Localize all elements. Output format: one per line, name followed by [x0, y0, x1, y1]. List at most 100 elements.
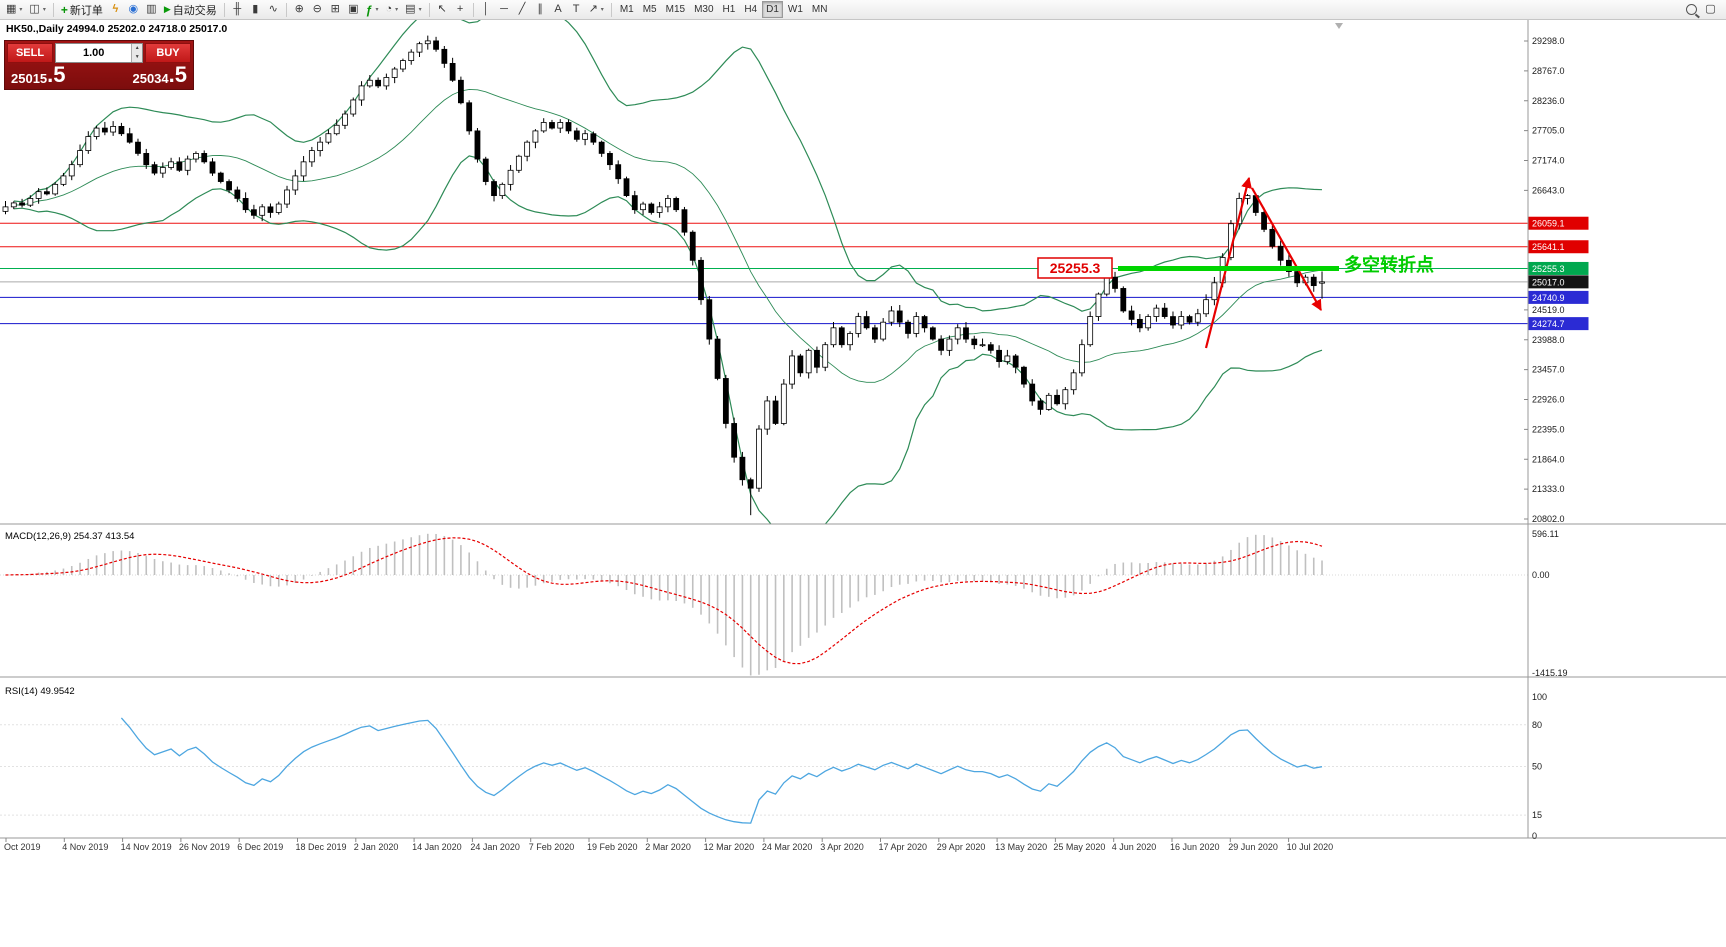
text-label-button[interactable]: T [568, 1, 585, 18]
new-chart-button[interactable]: ▦ ▾ [3, 1, 25, 18]
cursor-button[interactable]: ↖ [434, 1, 451, 18]
sell-button[interactable]: SELL [7, 43, 53, 63]
svg-text:13 May 2020: 13 May 2020 [995, 842, 1047, 852]
svg-text:22395.0: 22395.0 [1532, 424, 1565, 434]
text-button[interactable]: A [550, 1, 567, 18]
svg-text:26 Nov 2019: 26 Nov 2019 [179, 842, 230, 852]
market-watch-button[interactable]: ◉ [125, 1, 142, 18]
svg-text:10 Jul 2020: 10 Jul 2020 [1287, 842, 1334, 852]
annotation-layer: 25255.3 多空转折点 [1037, 23, 1434, 349]
chart-shift-marker[interactable] [1335, 23, 1343, 29]
trendline-icon: ╱ [518, 3, 526, 15]
new-order-button[interactable]: + 新订单 [58, 1, 106, 18]
svg-text:16 Jun 2020: 16 Jun 2020 [1170, 842, 1220, 852]
trendline-button[interactable]: ╱ [514, 1, 531, 18]
tf-d1-button[interactable]: D1 [762, 1, 783, 18]
indicators-button[interactable]: ƒ ▾ [363, 1, 382, 18]
toolbar-separator [610, 2, 612, 17]
tf-m15-button[interactable]: M15 [662, 1, 689, 18]
tf-d1-button-label: D1 [766, 4, 779, 15]
chart-svg[interactable]: 29298.0 28767.0 28236.0 27705.0 27174.0 26643… [0, 20, 1726, 947]
tf-w1-button[interactable]: W1 [784, 1, 807, 18]
chevron-down-icon: ▾ [600, 7, 604, 13]
candlestick-chart-button[interactable]: ▮ [247, 1, 264, 18]
vertical-line-button[interactable]: │ [478, 1, 495, 18]
new-order-button-label: 新订单 [69, 4, 103, 17]
sell-price[interactable]: 25015 .5 [11, 64, 66, 86]
periods-icon: ◔ [385, 3, 393, 15]
zoom-in-button[interactable]: ⊕ [291, 1, 308, 18]
bollinger-layer [13, 20, 1323, 524]
bollinger-lower [13, 155, 1323, 524]
svg-text:17 Apr 2020: 17 Apr 2020 [879, 842, 928, 852]
svg-text:23988.0: 23988.0 [1532, 335, 1565, 345]
autotrading-icon: ▶ [163, 4, 171, 14]
toolbar-separator [52, 2, 54, 17]
chevron-down-icon: ▾ [418, 7, 422, 13]
metaeditor-button[interactable]: ϟ [107, 1, 124, 18]
zoom-in-icon: ⊕ [294, 3, 304, 15]
auto-arrange-button[interactable]: ▣ [345, 1, 362, 18]
tf-h4-button[interactable]: H4 [740, 1, 761, 18]
zoom-out-icon: ⊖ [312, 3, 322, 15]
tf-mn-button[interactable]: MN [808, 1, 832, 18]
trend-arrow-up[interactable] [1204, 176, 1252, 349]
main-toolbar: ▦ ▾ ◫ ▾ + 新订单 ϟ ◉ ▥ ▶ 自动交易 ╫ ▮ ∿ ⊕ ⊖ ⊞ ▣ ƒ ▾ ◔ ▾ ▤ ▾ ↖ + │ ─ ╱ ∥ A T ↗ ▾ M… [0, 0, 1726, 20]
line-chart-icon: ∿ [268, 3, 278, 15]
arrows-button[interactable]: ↗ ▾ [586, 1, 607, 18]
candlestick-chart-icon: ▮ [252, 3, 259, 15]
chart-ohlc-header: HK50.,Daily 24994.0 25202.0 24718.0 2501… [6, 23, 227, 35]
rsi-layer [0, 717, 1528, 824]
bar-chart-button[interactable]: ╫ [229, 1, 246, 18]
periods-button[interactable]: ◔ ▾ [382, 1, 401, 18]
turning-point-text: 多空转折点 [1344, 254, 1434, 275]
profiles-button[interactable]: ◫ ▾ [26, 1, 48, 18]
tf-m5-button[interactable]: M5 [639, 1, 661, 18]
svg-text:29298.0: 29298.0 [1532, 36, 1565, 46]
svg-text:29 Jun 2020: 29 Jun 2020 [1228, 842, 1278, 852]
window-button[interactable]: ▢ [1702, 1, 1719, 18]
data-window-button[interactable]: ▥ [143, 1, 160, 18]
tf-m30-button[interactable]: M30 [690, 1, 717, 18]
support-label-box[interactable] [1037, 257, 1113, 279]
channel-button[interactable]: ∥ [532, 1, 549, 18]
volume-field[interactable]: ▲ ▼ [55, 43, 143, 63]
cursor-icon: ↖ [437, 3, 447, 15]
toolbar-separator [428, 2, 430, 17]
crosshair-button[interactable]: + [452, 1, 469, 18]
toolbar-separator [223, 2, 225, 17]
auto-arrange-icon: ▣ [348, 3, 359, 15]
svg-text:21864.0: 21864.0 [1532, 454, 1565, 464]
search-button[interactable] [1683, 1, 1700, 18]
volume-up-button[interactable]: ▲ [132, 44, 142, 53]
horizontal-line-button[interactable]: ─ [496, 1, 513, 18]
buy-price[interactable]: 25034 .5 [132, 64, 187, 86]
volume-down-button[interactable]: ▼ [132, 53, 142, 62]
chevron-down-icon: ▾ [42, 7, 46, 13]
line-chart-button[interactable]: ∿ [265, 1, 282, 18]
trend-arrow-down[interactable] [1251, 187, 1322, 311]
window-icon: ▢ [1705, 3, 1716, 15]
zoom-out-button[interactable]: ⊖ [309, 1, 326, 18]
buy-button[interactable]: BUY [145, 43, 191, 63]
templates-button[interactable]: ▤ ▾ [402, 1, 424, 18]
svg-text:24274.7: 24274.7 [1532, 319, 1565, 329]
tf-m1-button[interactable]: M1 [616, 1, 638, 18]
tf-h1-button[interactable]: H1 [719, 1, 740, 18]
svg-text:27705.0: 27705.0 [1532, 126, 1565, 136]
tf-w1-button-label: W1 [787, 4, 803, 15]
autotrading-button[interactable]: ▶ 自动交易 [161, 1, 220, 18]
macd-layer [0, 533, 1528, 676]
buy-price-main: 25034 [132, 70, 169, 86]
volume-input[interactable] [56, 44, 132, 62]
chevron-down-icon: ▾ [19, 7, 23, 13]
magnifier-icon [1686, 4, 1697, 15]
svg-text:27174.0: 27174.0 [1532, 156, 1565, 166]
svg-text:23457.0: 23457.0 [1532, 365, 1565, 375]
chevron-down-icon: ▾ [395, 7, 399, 13]
tile-windows-button[interactable]: ⊞ [327, 1, 344, 18]
svg-text:2 Mar 2020: 2 Mar 2020 [645, 842, 691, 852]
svg-text:18 Dec 2019: 18 Dec 2019 [296, 842, 347, 852]
sell-price-main: 25015 [11, 70, 48, 86]
